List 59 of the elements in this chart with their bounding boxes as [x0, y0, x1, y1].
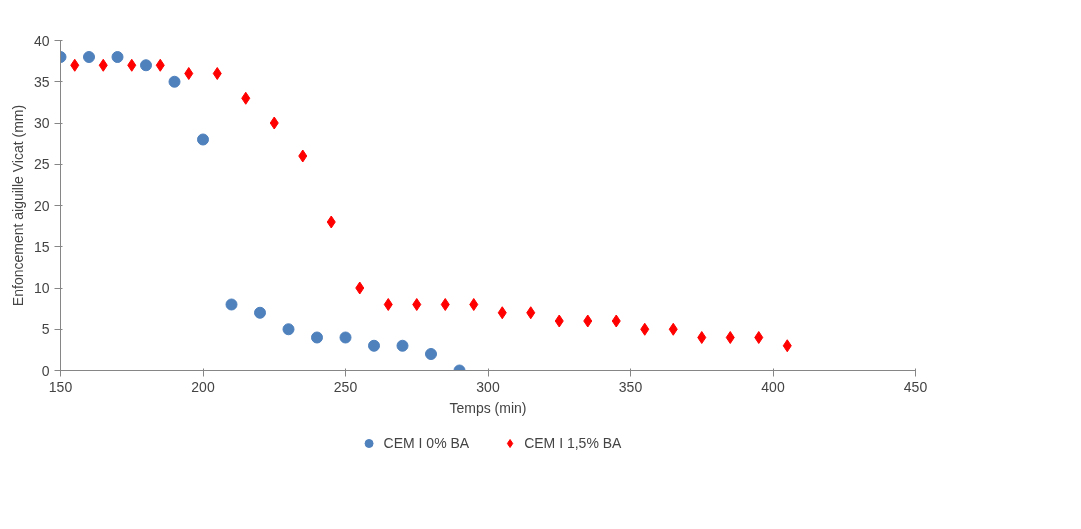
point	[111, 51, 124, 63]
point	[754, 331, 764, 344]
point	[83, 51, 95, 63]
point	[412, 298, 422, 311]
point	[254, 306, 266, 319]
point	[326, 215, 336, 229]
y-tick-label: 20	[33, 197, 50, 214]
point	[383, 298, 393, 311]
y-tick-label: 15	[33, 238, 50, 255]
x-tick-label: 300	[476, 378, 500, 395]
point	[311, 331, 323, 344]
y-tick-label: 5	[41, 321, 50, 338]
y-axis-title: Enfoncement aiguille Vicat (mm)	[9, 104, 26, 307]
legend-label: CEM I 0% BA	[383, 435, 470, 451]
x-tick-label: 250	[333, 378, 358, 395]
x-axis-title: Temps (min)	[449, 399, 527, 416]
point	[554, 314, 564, 328]
point	[269, 116, 279, 130]
point	[98, 58, 108, 72]
y-tick-label: 10	[33, 280, 50, 296]
x-tick-label: 350	[618, 378, 643, 395]
point	[70, 58, 80, 72]
point	[355, 281, 365, 295]
point	[396, 339, 409, 352]
point	[782, 339, 792, 353]
point	[298, 149, 308, 163]
point	[469, 298, 479, 311]
x-tick-label: 200	[191, 378, 215, 395]
point	[282, 323, 295, 336]
x-tick-label: 400	[761, 378, 785, 395]
point	[640, 322, 650, 336]
point	[668, 322, 678, 336]
point	[225, 298, 238, 311]
point	[197, 133, 209, 146]
point	[526, 306, 536, 320]
point	[155, 58, 165, 72]
point	[440, 298, 450, 311]
x-tick-label: 450	[903, 378, 928, 395]
point	[697, 331, 707, 344]
point	[127, 58, 137, 72]
point	[168, 75, 181, 88]
point	[368, 339, 380, 352]
point	[184, 67, 194, 80]
point	[425, 348, 437, 360]
point	[140, 59, 152, 72]
y-tick-label: 25	[33, 156, 50, 173]
point	[583, 314, 593, 328]
point	[241, 91, 251, 105]
point	[611, 314, 621, 328]
y-tick-label: 40	[33, 32, 50, 49]
point	[212, 67, 222, 80]
point	[339, 331, 352, 344]
legend-label: CEM I 1,5% BA	[524, 435, 622, 451]
x-tick-label: 150	[48, 378, 73, 395]
y-tick-label: 35	[33, 73, 50, 90]
point	[725, 331, 735, 344]
y-tick-label: 30	[33, 115, 50, 131]
y-tick-label: 0	[41, 362, 50, 379]
point	[497, 306, 507, 320]
